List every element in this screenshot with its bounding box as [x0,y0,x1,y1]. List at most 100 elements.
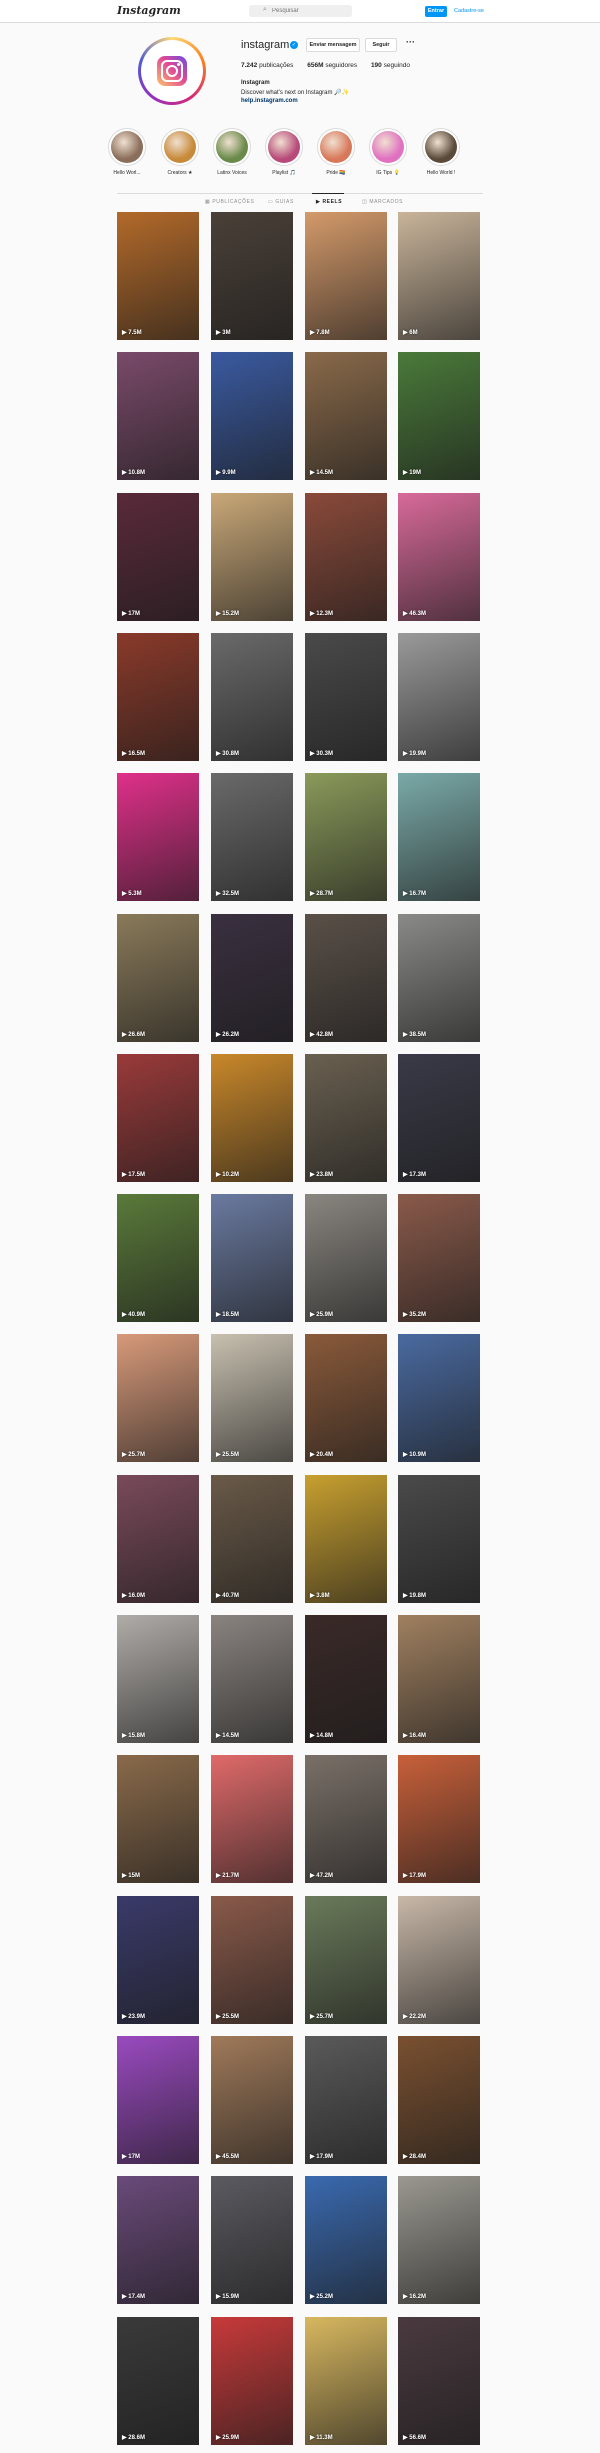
reel-thumbnail[interactable]: ▶ 17.9M [305,2036,387,2164]
reel-thumbnail[interactable]: ▶ 19.8M [398,1475,480,1603]
reel-thumbnail[interactable]: ▶ 17.9M [398,1755,480,1883]
reel-thumbnail[interactable]: ▶ 14.8M [305,1615,387,1743]
reel-thumbnail[interactable]: ▶ 25.5M [211,1896,293,2024]
tab-publicacoes[interactable]: ▦ PUBLICAÇÕES [205,199,255,205]
tab-marcados[interactable]: ◫ MARCADOS [362,199,403,205]
reel-thumbnail[interactable]: ▶ 38.5M [398,914,480,1042]
reel-thumbnail[interactable]: ▶ 25.2M [305,2176,387,2304]
reel-thumbnail[interactable]: ▶ 15.9M [211,2176,293,2304]
reel-thumbnail[interactable]: ▶ 45.5M [211,2036,293,2164]
reel-thumbnail[interactable]: ▶ 23.8M [305,1054,387,1182]
reel-thumbnail[interactable]: ▶ 35.2M [398,1194,480,1322]
reel-thumbnail[interactable]: ▶ 15M [117,1755,199,1883]
reel-thumbnail[interactable]: ▶ 15.2M [211,493,293,621]
highlight-item[interactable]: IG Tips 💡 [366,128,410,176]
reel-thumbnail[interactable]: ▶ 30.3M [305,633,387,761]
reel-thumbnail[interactable]: ▶ 25.9M [305,1194,387,1322]
reel-thumbnail[interactable]: ▶ 40.9M [117,1194,199,1322]
reel-thumbnail[interactable]: ▶ 30.8M [211,633,293,761]
highlight-item[interactable]: Playlist 🎵 [262,128,306,176]
reel-thumbnail[interactable]: ▶ 17.3M [398,1054,480,1182]
reel-thumbnail[interactable]: ▶ 42.8M [305,914,387,1042]
reel-thumbnail[interactable]: ▶ 17.4M [117,2176,199,2304]
reel-thumbnail[interactable]: ▶ 6M [398,212,480,340]
reel-thumbnail[interactable]: ▶ 18.5M [211,1194,293,1322]
reel-thumbnail[interactable]: ▶ 25.9M [211,2317,293,2445]
reel-thumbnail[interactable]: ▶ 21.7M [211,1755,293,1883]
tab-guias[interactable]: ▭ GUIAS [268,199,294,205]
followers-count[interactable]: 656M seguidores [307,62,358,69]
reel-thumbnail[interactable]: ▶ 10.9M [398,1334,480,1462]
reel-thumbnail[interactable]: ▶ 19M [398,352,480,480]
profile-username: instagram [241,39,290,51]
play-icon: ▶ [122,1312,127,1318]
reel-thumbnail[interactable]: ▶ 32.5M [211,773,293,901]
play-icon: ▶ [122,1873,127,1879]
reel-thumbnail[interactable]: ▶ 22.2M [398,1896,480,2024]
reel-thumbnail[interactable]: ▶ 14.5M [211,1615,293,1743]
reel-thumbnail[interactable]: ▶ 3.8M [305,1475,387,1603]
reel-thumbnail[interactable]: ▶ 14.5M [305,352,387,480]
reel-thumbnail[interactable]: ▶ 19.9M [398,633,480,761]
tab-reels[interactable]: ▶ REELS [316,199,342,205]
reel-thumbnail[interactable]: ▶ 16.7M [398,773,480,901]
reel-thumbnail[interactable]: ▶ 28.4M [398,2036,480,2164]
reel-view-count: ▶ 14.5M [310,470,333,476]
reel-thumbnail[interactable]: ▶ 40.7M [211,1475,293,1603]
reel-thumbnail[interactable]: ▶ 17.5M [117,1054,199,1182]
play-icon: ▶ [403,1172,408,1178]
reel-thumbnail[interactable]: ▶ 9.9M [211,352,293,480]
reel-thumbnail[interactable]: ▶ 5.3M [117,773,199,901]
bio-link[interactable]: help.instagram.com [241,98,298,104]
reel-thumbnail[interactable]: ▶ 25.5M [211,1334,293,1462]
reel-thumbnail[interactable]: ▶ 47.2M [305,1755,387,1883]
play-icon: ▶ [216,1312,221,1318]
follow-button[interactable]: Seguir [365,38,397,52]
reel-thumbnail[interactable]: ▶ 16.4M [398,1615,480,1743]
reel-thumbnail[interactable]: ▶ 20.4M [305,1334,387,1462]
reel-thumbnail[interactable]: ▶ 10.8M [117,352,199,480]
profile-avatar[interactable] [138,37,206,105]
following-count[interactable]: 190 seguindo [370,62,410,69]
reel-thumbnail[interactable]: ▶ 16.2M [398,2176,480,2304]
highlight-cover [265,128,303,166]
reel-thumbnail[interactable]: ▶ 16.0M [117,1475,199,1603]
search-input[interactable] [272,6,347,15]
reel-thumbnail[interactable]: ▶ 26.2M [211,914,293,1042]
instagram-logo[interactable]: Instagram [117,4,181,17]
highlight-item[interactable]: Pride 🏳️‍🌈 [314,128,358,176]
reel-thumbnail[interactable]: ▶ 12.3M [305,493,387,621]
search-box[interactable]: ⌕ [249,5,352,17]
highlight-item[interactable]: Latinx Voices [210,128,254,176]
reel-thumbnail[interactable]: ▶ 26.6M [117,914,199,1042]
login-button[interactable]: Entrar [425,6,447,17]
reel-thumbnail[interactable]: ▶ 7.8M [305,212,387,340]
reel-thumbnail[interactable]: ▶ 15.8M [117,1615,199,1743]
highlight-item[interactable]: Hello Worl... [105,128,149,176]
reel-thumbnail[interactable]: ▶ 23.9M [117,1896,199,2024]
reel-thumbnail[interactable]: ▶ 28.6M [117,2317,199,2445]
reel-thumbnail[interactable]: ▶ 25.7M [117,1334,199,1462]
reel-thumbnail[interactable]: ▶ 25.7M [305,1896,387,2024]
play-icon: ▶ [403,2435,408,2441]
play-icon: ▶ [122,2014,127,2020]
highlight-item[interactable]: Creators ★ [158,128,202,176]
reel-thumbnail[interactable]: ▶ 28.7M [305,773,387,901]
reel-view-count: ▶ 17M [122,2154,140,2160]
guide-icon: ▭ [268,199,274,205]
more-options-icon[interactable]: ··· [406,37,415,47]
reel-thumbnail[interactable]: ▶ 3M [211,212,293,340]
reel-view-count: ▶ 17.5M [122,1172,145,1178]
reel-thumbnail[interactable]: ▶ 10.2M [211,1054,293,1182]
reel-thumbnail[interactable]: ▶ 17M [117,2036,199,2164]
send-message-button[interactable]: Enviar mensagem [306,38,360,52]
reel-view-count: ▶ 17.4M [122,2294,145,2300]
reel-thumbnail[interactable]: ▶ 16.5M [117,633,199,761]
reel-thumbnail[interactable]: ▶ 17M [117,493,199,621]
reel-thumbnail[interactable]: ▶ 46.3M [398,493,480,621]
reel-thumbnail[interactable]: ▶ 11.3M [305,2317,387,2445]
highlight-item[interactable]: Hello World ! [419,128,463,176]
reel-thumbnail[interactable]: ▶ 56.6M [398,2317,480,2445]
signup-link[interactable]: Cadastre-se [454,8,484,14]
reel-thumbnail[interactable]: ▶ 7.5M [117,212,199,340]
